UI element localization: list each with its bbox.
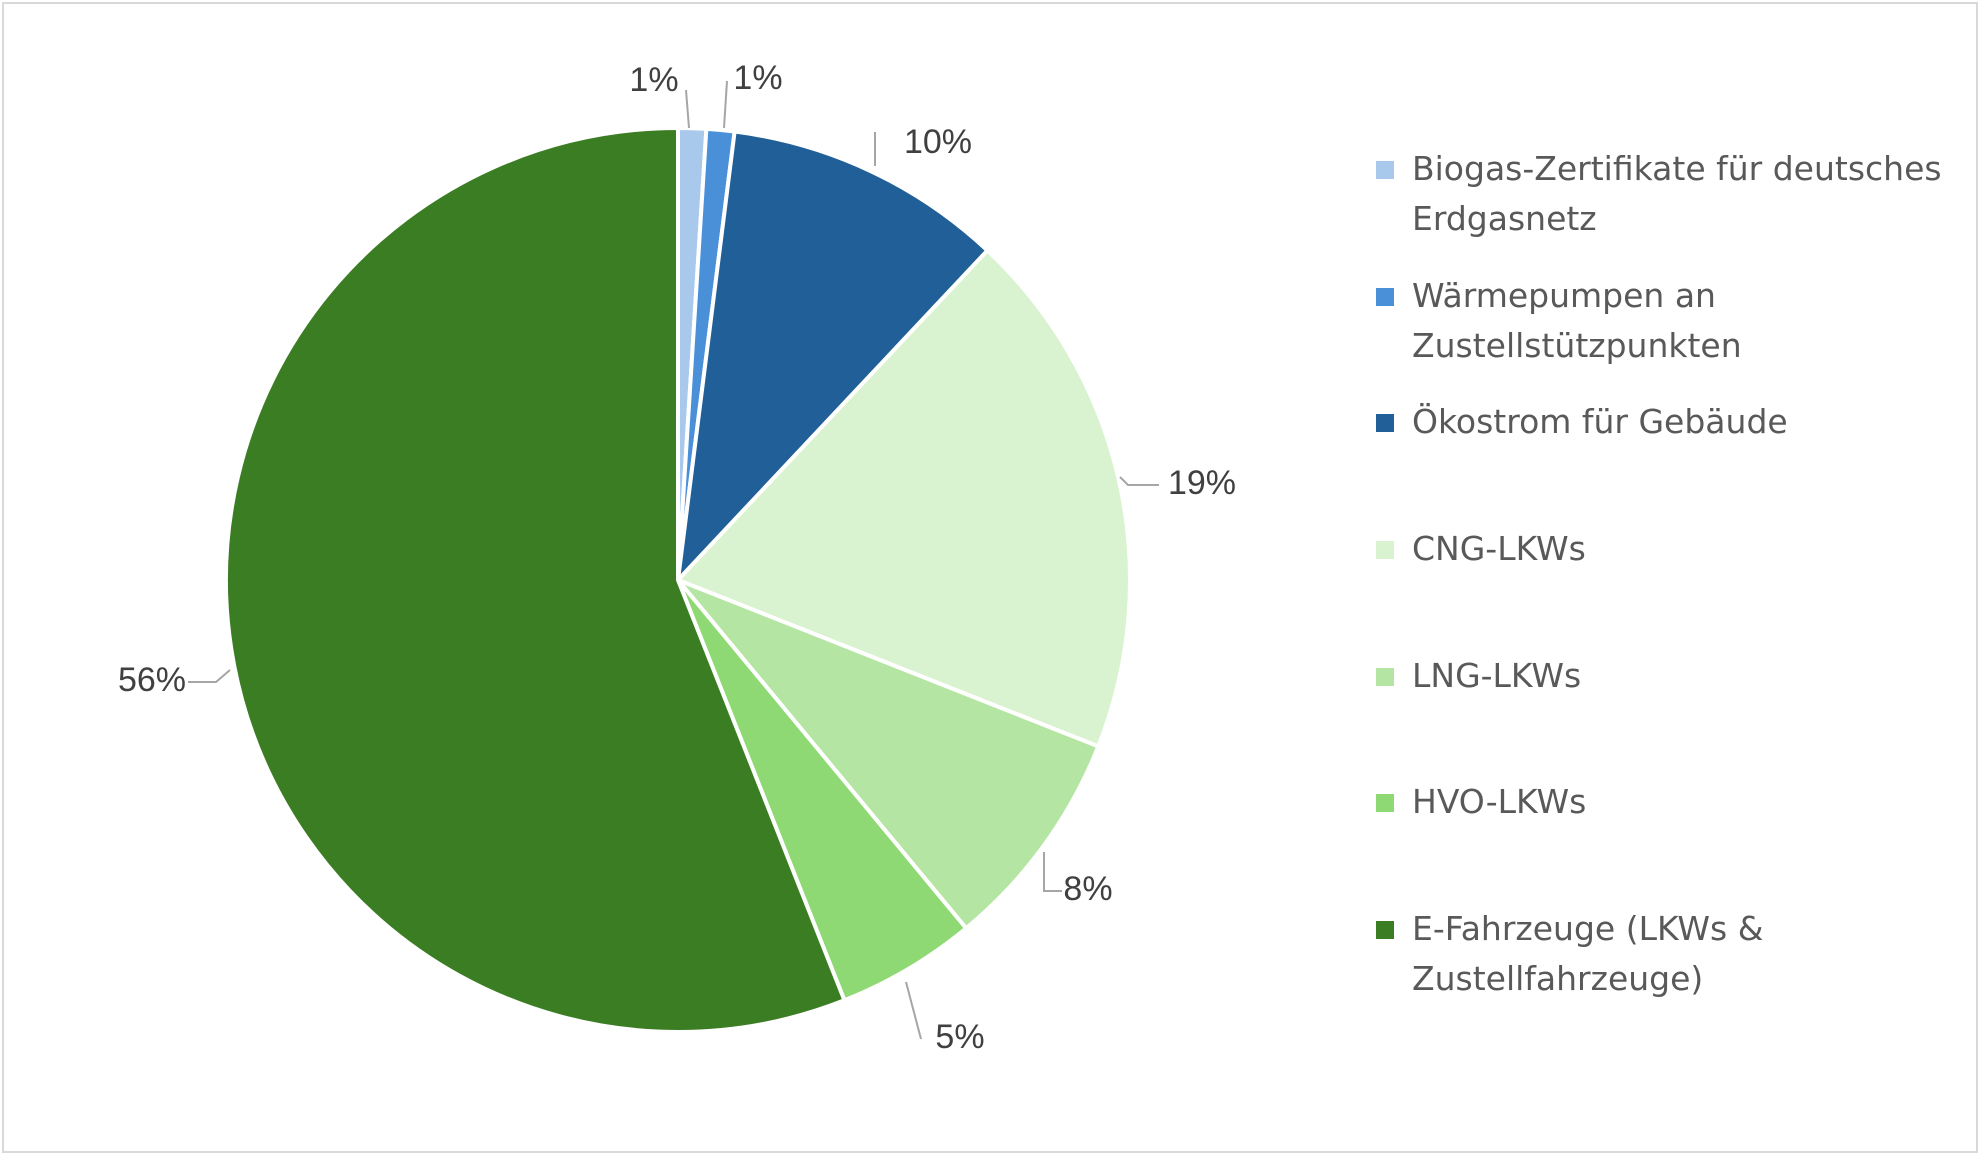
- legend-label-hvo-line1: HVO-LKWs: [1412, 782, 1587, 821]
- pie-slice-cng: [676, 248, 1132, 749]
- legend-item-cng: CNG-LKWs: [1376, 524, 1976, 574]
- leader-line-hvo: [905, 981, 922, 1040]
- data-label-cng: 19%: [1168, 464, 1236, 502]
- legend-label-e-fahrzeuge-line2: Zustellfahrzeuge): [1412, 959, 1704, 998]
- legend-label-biogas-line2: Erdgasnetz: [1412, 199, 1597, 238]
- pie-slice-e-fahrzeuge: [224, 126, 847, 1034]
- pie-chart: 1% 1% 10% 19% 8% 5% 56%: [118, 59, 1236, 1056]
- data-label-hvo: 5%: [935, 1018, 984, 1056]
- data-label-lng: 8%: [1063, 870, 1112, 908]
- data-label-oekostrom: 10%: [904, 123, 972, 161]
- legend-label-cng-line1: CNG-LKWs: [1412, 529, 1586, 568]
- leader-line-lng: [1043, 852, 1062, 892]
- legend-swatch-hvo: [1376, 794, 1394, 812]
- legend-item-biogas: Biogas-Zertifikate für deutsches Erdgasn…: [1376, 144, 1976, 244]
- pie-slice-oekostrom: [676, 129, 990, 582]
- legend-label-oekostrom-line1: Ökostrom für Gebäude: [1412, 402, 1788, 441]
- legend-item-oekostrom: Ökostrom für Gebäude: [1376, 397, 1976, 447]
- leader-line-cng: [1119, 476, 1159, 486]
- legend-label-waermepumpen-line1: Wärmepumpen an: [1412, 276, 1716, 315]
- pie-slice-lng: [676, 578, 1101, 931]
- legend-item-lng: LNG-LKWs: [1376, 651, 1976, 701]
- legend-swatch-cng: [1376, 541, 1394, 559]
- leader-line-waermepumpen: [723, 80, 728, 129]
- legend-item-hvo: HVO-LKWs: [1376, 777, 1976, 827]
- data-label-e-fahrzeuge: 56%: [118, 661, 186, 699]
- legend-swatch-waermepumpen: [1376, 288, 1394, 306]
- legend-swatch-e-fahrzeuge: [1376, 921, 1394, 939]
- legend-label-lng-line1: LNG-LKWs: [1412, 656, 1582, 695]
- legend-label-biogas-line1: Biogas-Zertifikate für deutsches: [1412, 149, 1942, 188]
- leader-line-biogas: [685, 89, 690, 129]
- pie-slice-hvo: [676, 578, 969, 1003]
- legend-label-waermepumpen-line2: Zustellstützpunkten: [1412, 326, 1742, 365]
- legend-item-waermepumpen: Wärmepumpen an Zustellstützpunkten: [1376, 271, 1976, 371]
- data-label-biogas: 1%: [629, 61, 678, 99]
- legend-label-e-fahrzeuge-line1: E-Fahrzeuge (LKWs &: [1412, 909, 1764, 948]
- legend-swatch-oekostrom: [1376, 414, 1394, 432]
- leader-line-e-fahrzeuge: [188, 669, 231, 683]
- legend-swatch-biogas: [1376, 161, 1394, 179]
- legend-item-e-fahrzeuge: E-Fahrzeuge (LKWs & Zustellfahrzeuge): [1376, 904, 1976, 1004]
- legend-swatch-lng: [1376, 668, 1394, 686]
- data-label-waermepumpen: 1%: [733, 59, 782, 97]
